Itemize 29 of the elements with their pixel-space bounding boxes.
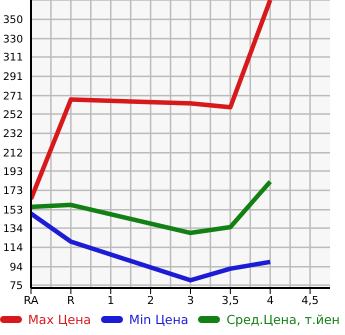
y-tick-label: 330 [2,33,23,46]
y-tick-label: 173 [2,185,23,198]
y-tick-label: 291 [2,71,23,84]
x-tick-label: R [67,294,76,307]
x-tick-label: 1 [107,294,114,307]
y-tick-label: 193 [2,166,23,178]
y-tick-label: 252 [2,108,23,121]
x-tick-label: 4,5 [301,294,319,307]
y-tick-label: 153 [2,204,23,216]
y-tick-label: 75 [10,280,23,292]
x-tick-label: 4 [266,294,274,307]
legend-label: Max Цена [28,312,92,327]
y-tick-label: 114 [2,242,24,254]
x-tick-label: 2 [147,294,154,307]
y-tick-label: 311 [2,52,23,64]
y-tick-label: 212 [2,147,23,160]
x-tick-label: RA [24,294,39,307]
y-tick-label: 134 [2,222,24,235]
line-series [31,0,272,202]
line-series [31,211,272,283]
y-tick-label: 271 [2,90,23,102]
legend-label: Min Цена [129,312,188,327]
x-tick-label: 3 [186,294,194,307]
y-tick-label: 94 [10,261,24,274]
legend-label: Сред.Цена, т.йен [226,312,340,327]
line-series [31,179,272,236]
x-tick-label: 3,5 [222,294,240,307]
y-tick-label: 350 [2,14,23,26]
y-tick-label: 232 [2,128,23,140]
